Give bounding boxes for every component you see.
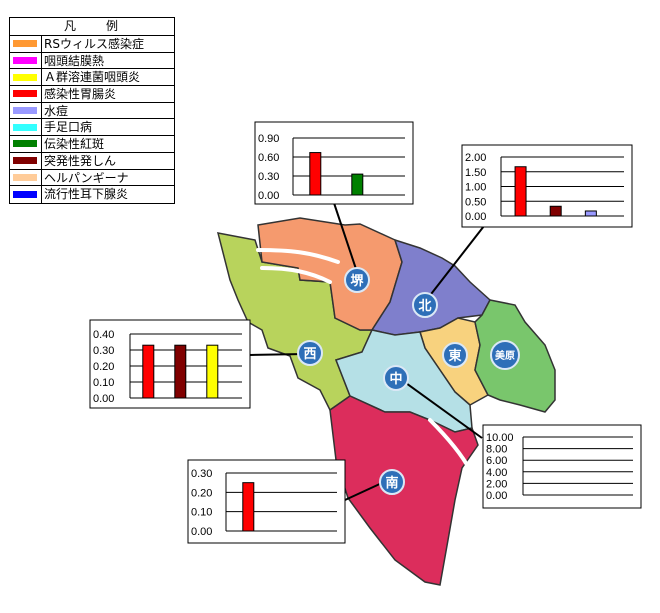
legend-swatch: [13, 40, 37, 48]
y-tick-label: 1.50: [465, 167, 486, 179]
pin-higashi[interactable]: 東: [442, 342, 468, 368]
pin-naka[interactable]: 中: [383, 365, 409, 391]
svg-text:東: 東: [448, 348, 461, 364]
legend-item: Ａ群溶連菌咽頭炎: [10, 69, 174, 87]
legend-swatch: [13, 123, 37, 131]
chart-frame: [187, 459, 346, 544]
legend-item: 感染性胃腸炎: [10, 86, 174, 103]
legend-swatch: [13, 57, 37, 65]
leader-lines: [249, 202, 485, 501]
pin-sakai[interactable]: 堺: [344, 267, 370, 293]
legend-item: 伝染性紅斑: [10, 136, 174, 153]
y-tick-label: 0.00: [93, 393, 114, 405]
y-tick-label: 0.00: [465, 211, 486, 223]
bar: [142, 344, 155, 399]
y-tick-label: 0.30: [258, 171, 279, 183]
bar: [174, 344, 187, 399]
chart-frame: [89, 319, 251, 409]
legend-swatch: [13, 140, 37, 148]
legend-item: RSウィルス感染症: [10, 36, 174, 53]
y-tick-label: 0.20: [191, 487, 212, 499]
legend-label: Ａ群溶連菌咽頭炎: [41, 69, 140, 86]
svg-text:西: 西: [303, 347, 316, 362]
svg-text:南: 南: [385, 475, 398, 491]
legend-item: ヘルパンギーナ: [10, 169, 174, 187]
legend-label: 突発性発しん: [41, 152, 116, 169]
y-tick-label: 8.00: [486, 444, 507, 456]
svg-text:美原: 美原: [495, 349, 515, 362]
svg-text:北: 北: [418, 299, 431, 314]
pin-nishi[interactable]: 西: [297, 340, 323, 366]
legend-label: 伝染性紅斑: [41, 136, 104, 152]
y-tick-label: 0.60: [258, 152, 279, 164]
svg-text:堺: 堺: [350, 273, 364, 289]
district-shape-minami[interactable]: [329, 395, 479, 586]
chart-box: 0.90 0.60 0.30 0.00: [254, 121, 414, 205]
river-lines: [256, 248, 472, 472]
chart-frame: [482, 424, 642, 509]
y-tick-label: 1.00: [465, 182, 486, 194]
legend-label: 手足口病: [41, 119, 92, 136]
legend-swatch: [13, 73, 37, 81]
y-tick-label: 4.00: [486, 467, 507, 479]
pin-mihara[interactable]: 美原: [490, 340, 520, 370]
y-tick-label: 0.40: [93, 329, 114, 341]
chart-box: 2.00 1.50 1.00 0.50 0.00: [461, 144, 633, 228]
bar: [309, 152, 322, 196]
bar: [242, 482, 255, 532]
chart-box: 0.30 0.20 0.10 0.00: [187, 459, 346, 544]
y-tick-label: 2.00: [465, 152, 486, 164]
legend-label: 咽頭結膜熱: [41, 52, 104, 69]
y-tick-label: 6.00: [486, 455, 507, 467]
legend-item: 咽頭結膜熱: [10, 52, 174, 70]
legend-title: 凡 例: [10, 18, 174, 36]
chart-frame: [254, 121, 414, 205]
y-tick-label: 0.50: [465, 196, 486, 208]
y-tick-label: 0.00: [191, 526, 212, 538]
legend-swatch: [13, 173, 37, 181]
pin-kita[interactable]: 北: [412, 292, 438, 318]
bar: [549, 205, 562, 217]
bar: [351, 173, 364, 196]
y-tick-label: 0.90: [258, 133, 279, 145]
chart-box: 0.40 0.30 0.20 0.10 0.00: [89, 319, 251, 409]
y-tick-label: 0.00: [258, 190, 279, 202]
bar: [584, 210, 597, 217]
y-tick-label: 0.00: [486, 490, 507, 502]
legend-label: 感染性胃腸炎: [41, 86, 116, 102]
bar: [514, 166, 527, 217]
y-tick-label: 0.30: [191, 468, 212, 480]
legend-swatch: [13, 107, 37, 115]
legend-swatch: [13, 90, 37, 98]
legend-item: 手足口病: [10, 119, 174, 137]
pin-minami[interactable]: 南: [379, 469, 405, 495]
legend-label: ヘルパンギーナ: [41, 169, 129, 186]
y-tick-label: 10.00: [486, 432, 514, 444]
chart-box: 10.008.006.004.002.000.00: [482, 424, 642, 509]
legend: 凡 例 RSウィルス感染症 咽頭結膜熱 Ａ群溶連菌咽頭炎 感染性胃腸炎 水痘 手足口病 伝染…: [9, 17, 175, 204]
legend-label: RSウィルス感染症: [41, 36, 144, 52]
legend-item: 流行性耳下腺炎: [10, 186, 174, 203]
svg-text:中: 中: [389, 371, 402, 387]
y-tick-label: 0.30: [93, 345, 114, 357]
y-tick-label: 2.00: [486, 478, 507, 490]
y-tick-label: 0.10: [93, 377, 114, 389]
legend-swatch: [13, 191, 37, 199]
y-tick-label: 0.20: [93, 361, 114, 373]
legend-swatch: [13, 157, 37, 165]
legend-label: 水痘: [41, 102, 68, 119]
legend-item: 突発性発しん: [10, 152, 174, 170]
bar: [206, 344, 219, 399]
legend-item: 水痘: [10, 102, 174, 120]
y-tick-label: 0.10: [191, 507, 212, 519]
legend-label: 流行性耳下腺炎: [41, 186, 128, 203]
